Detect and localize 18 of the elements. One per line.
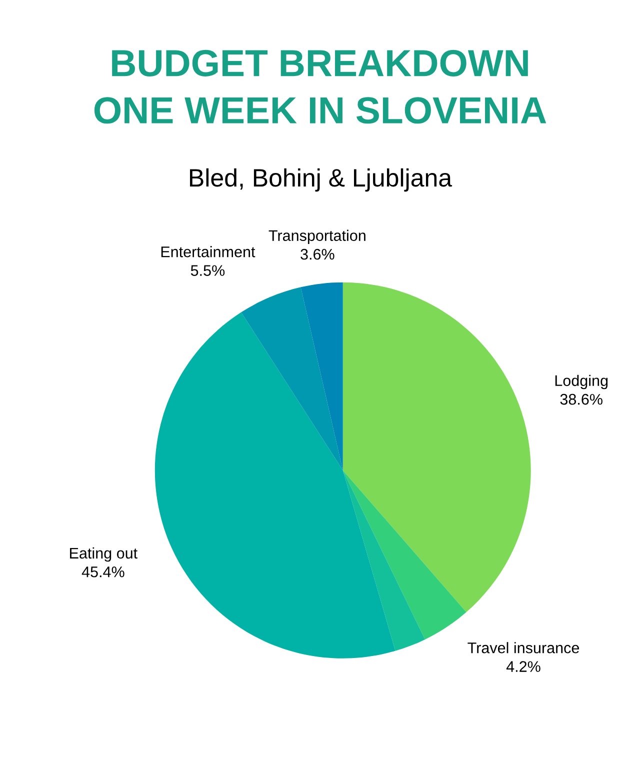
slice-label: Eating out: [70, 547, 138, 562]
pie-slice: [342, 470, 466, 640]
pie-slice: [154, 312, 396, 658]
data-label: 4.2%: [506, 661, 540, 672]
slice-label: Transportation: [268, 230, 366, 244]
pie-slice: [241, 287, 343, 470]
data-label: 45.4%: [82, 566, 124, 578]
data-label: 5.5%: [190, 265, 225, 276]
data-label: 38.6%: [560, 394, 602, 405]
pie-slice: [342, 470, 426, 651]
slice-label: Lodging: [555, 374, 608, 390]
chart-title: BUDGET BREAKDOWN ONE WEEK IN SLOVENIA: [94, 50, 546, 124]
pie-slice: [342, 282, 531, 612]
pie-slice: [300, 282, 343, 470]
slice-label: Entertainment: [161, 246, 256, 258]
slice-label: Travel insurance: [468, 642, 580, 654]
data-label: 3.6%: [300, 248, 334, 260]
chart-subtitle: Bled, Bohinj & Ljubljana: [190, 168, 452, 192]
